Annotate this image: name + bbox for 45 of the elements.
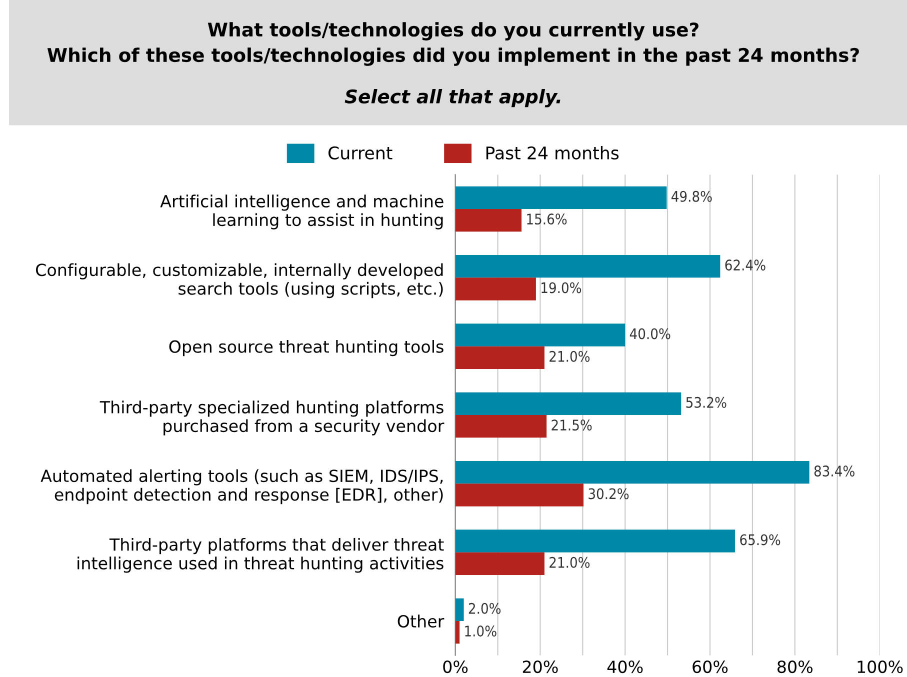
data-label: 49.8%	[672, 190, 712, 202]
data-label: 21.0%	[550, 350, 590, 362]
chart-subtitle: Select all that apply.	[344, 89, 560, 108]
data-label: 15.6%	[527, 214, 567, 225]
data-label: 83.4%	[814, 466, 854, 477]
bar	[455, 186, 667, 209]
legend-label: Past 24 months	[486, 146, 619, 160]
bar	[455, 278, 536, 300]
x-tick-label: 100%	[858, 660, 903, 674]
data-label: 19.0%	[542, 282, 582, 294]
x-tick-label: 20%	[522, 660, 558, 674]
data-label: 1.0%	[465, 626, 496, 637]
y-tick-label: Other	[398, 614, 444, 628]
x-tick-label: 0%	[443, 660, 468, 674]
y-tick-label: Artificial intelligence and machine learning to assist in hunting	[160, 194, 444, 230]
bar	[455, 461, 810, 484]
data-label: 65.9%	[740, 534, 780, 546]
x-tick-label: 60%	[692, 660, 728, 674]
bar	[455, 255, 720, 278]
data-label: 40.0%	[630, 328, 670, 340]
y-tick-label: Third-party specialized hunting platforms purchased from a security vendor	[100, 400, 444, 436]
bar	[455, 621, 460, 644]
bar	[455, 552, 544, 575]
data-label: 2.0%	[468, 602, 501, 614]
y-tick-label: Automated alerting tools (such as SIEM, IDS/IPS, endpoint detection and response [EDR], other)	[40, 469, 443, 504]
bar	[455, 415, 547, 438]
bar	[455, 392, 682, 415]
x-tick-label: 80%	[778, 660, 812, 674]
data-label: 53.2%	[686, 396, 726, 408]
x-tick-label: 40%	[607, 660, 643, 674]
data-label: 21.0%	[550, 556, 590, 568]
y-tick-label: Open source threat hunting tools	[169, 340, 444, 356]
bar	[455, 530, 736, 552]
data-label: 21.5%	[552, 420, 592, 431]
chart-title: What tools/technologies do you currently use? Which of these tools/technologies did you implement in the past 24 months?	[47, 22, 859, 66]
bar	[455, 484, 584, 506]
data-label: 62.4%	[725, 260, 766, 271]
y-tick-label: Configurable, customizable, internally developed search tools (using scripts, etc.)	[36, 263, 443, 298]
legend-label: Current	[328, 146, 392, 160]
y-tick-label: Third-party platforms that deliver threat intelligence used in threat hunting activities	[78, 538, 444, 573]
bar	[455, 324, 626, 346]
bar	[455, 209, 522, 232]
data-label: 30.2%	[588, 488, 629, 500]
bar	[455, 598, 464, 621]
bar	[455, 346, 544, 369]
